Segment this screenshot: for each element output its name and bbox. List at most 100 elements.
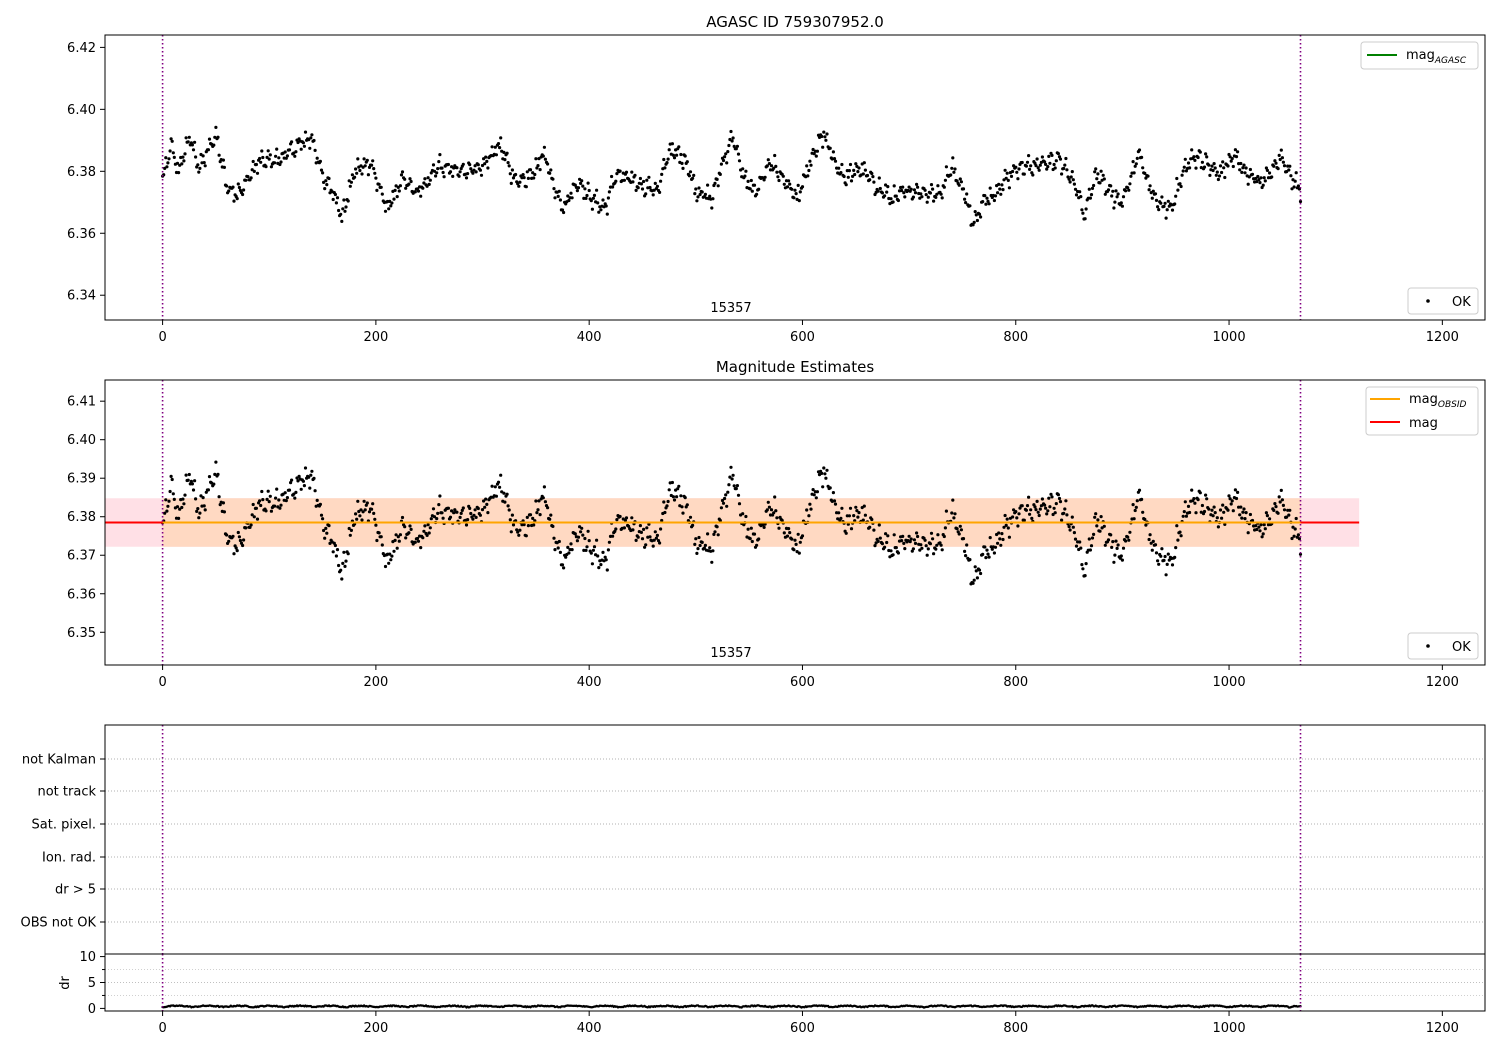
data-point (1016, 177, 1020, 181)
data-point (1233, 148, 1237, 152)
data-point (659, 179, 663, 183)
data-point (861, 518, 865, 522)
y-tick-label: 6.35 (67, 626, 96, 641)
data-point (988, 536, 992, 540)
data-point (1183, 157, 1187, 161)
data-point (474, 515, 478, 520)
data-point (370, 507, 374, 511)
data-point (769, 164, 774, 168)
data-point (1096, 172, 1100, 176)
data-point (1250, 518, 1255, 523)
data-point (653, 530, 657, 534)
data-point (585, 193, 589, 198)
data-point (772, 166, 776, 170)
data-point (426, 176, 430, 180)
data-point (1089, 544, 1094, 548)
data-point (820, 471, 824, 475)
data-point (560, 208, 565, 212)
data-point (932, 199, 936, 203)
flag-label: dr > 5 (55, 883, 96, 898)
data-point (1056, 493, 1060, 497)
data-point (993, 545, 998, 549)
data-point (548, 171, 552, 175)
data-point (1166, 552, 1170, 556)
data-point (1236, 150, 1240, 154)
data-point (184, 473, 188, 477)
data-point (884, 532, 888, 536)
data-point (259, 160, 263, 164)
data-point (225, 533, 229, 537)
data-point (177, 516, 181, 521)
data-point (1218, 508, 1223, 512)
data-point (1261, 532, 1265, 536)
data-point (1141, 510, 1145, 514)
data-point (1140, 497, 1144, 501)
data-point (548, 517, 552, 521)
data-point (610, 174, 614, 179)
data-point (197, 516, 201, 520)
data-point (1119, 201, 1123, 205)
data-point (576, 535, 581, 539)
panel-dr: 0 200 400 600 800 1000 1200 0 5 10 dr (58, 950, 1486, 1036)
data-point (1070, 170, 1074, 174)
data-point (715, 525, 719, 529)
data-point (1050, 153, 1054, 157)
data-point (398, 533, 402, 537)
data-point (393, 538, 397, 543)
data-point (360, 172, 364, 176)
data-point (599, 563, 603, 567)
data-point (1099, 515, 1103, 519)
data-point (1213, 166, 1217, 170)
data-point (934, 195, 938, 199)
legend-label-ok: OK (1452, 295, 1471, 310)
data-point (181, 497, 185, 501)
data-point (458, 170, 462, 174)
data-point (1080, 208, 1084, 212)
data-point (688, 515, 693, 519)
y-tick-label: 6.38 (67, 165, 96, 180)
data-point (693, 192, 697, 196)
data-point (710, 560, 714, 564)
data-point (793, 538, 797, 542)
data-point (613, 529, 617, 534)
data-point (490, 145, 494, 149)
data-point (846, 175, 850, 179)
data-point (992, 551, 997, 555)
data-point (383, 564, 388, 569)
data-point (1051, 512, 1055, 517)
data-point (1006, 526, 1010, 530)
data-point (658, 541, 662, 545)
data-point (187, 135, 191, 139)
data-point (1135, 499, 1139, 503)
data-point (213, 472, 217, 476)
legend-box (1360, 41, 1479, 70)
data-point (232, 552, 236, 556)
data-point (1190, 488, 1194, 492)
data-point (1188, 166, 1192, 170)
data-point (365, 158, 369, 162)
data-point (1090, 536, 1095, 540)
data-point (959, 180, 964, 184)
data-point (710, 206, 714, 210)
x-tick-label: 0 (158, 675, 166, 690)
data-point (258, 499, 262, 503)
data-point (1244, 166, 1248, 170)
data-point (787, 527, 791, 531)
data-point (883, 545, 887, 549)
data-point (706, 532, 710, 536)
data-point (1263, 179, 1267, 183)
data-point (1279, 488, 1283, 492)
data-point (1064, 156, 1068, 161)
data-point (844, 183, 848, 187)
data-point (505, 492, 509, 496)
data-point (862, 504, 866, 508)
data-point (231, 534, 235, 538)
data-point (806, 174, 810, 178)
data-point (1222, 166, 1226, 170)
data-point (274, 496, 278, 500)
data-point (1038, 163, 1042, 167)
data-point (1144, 523, 1148, 527)
data-point (383, 209, 388, 213)
data-point (407, 182, 411, 186)
data-point (908, 540, 912, 544)
